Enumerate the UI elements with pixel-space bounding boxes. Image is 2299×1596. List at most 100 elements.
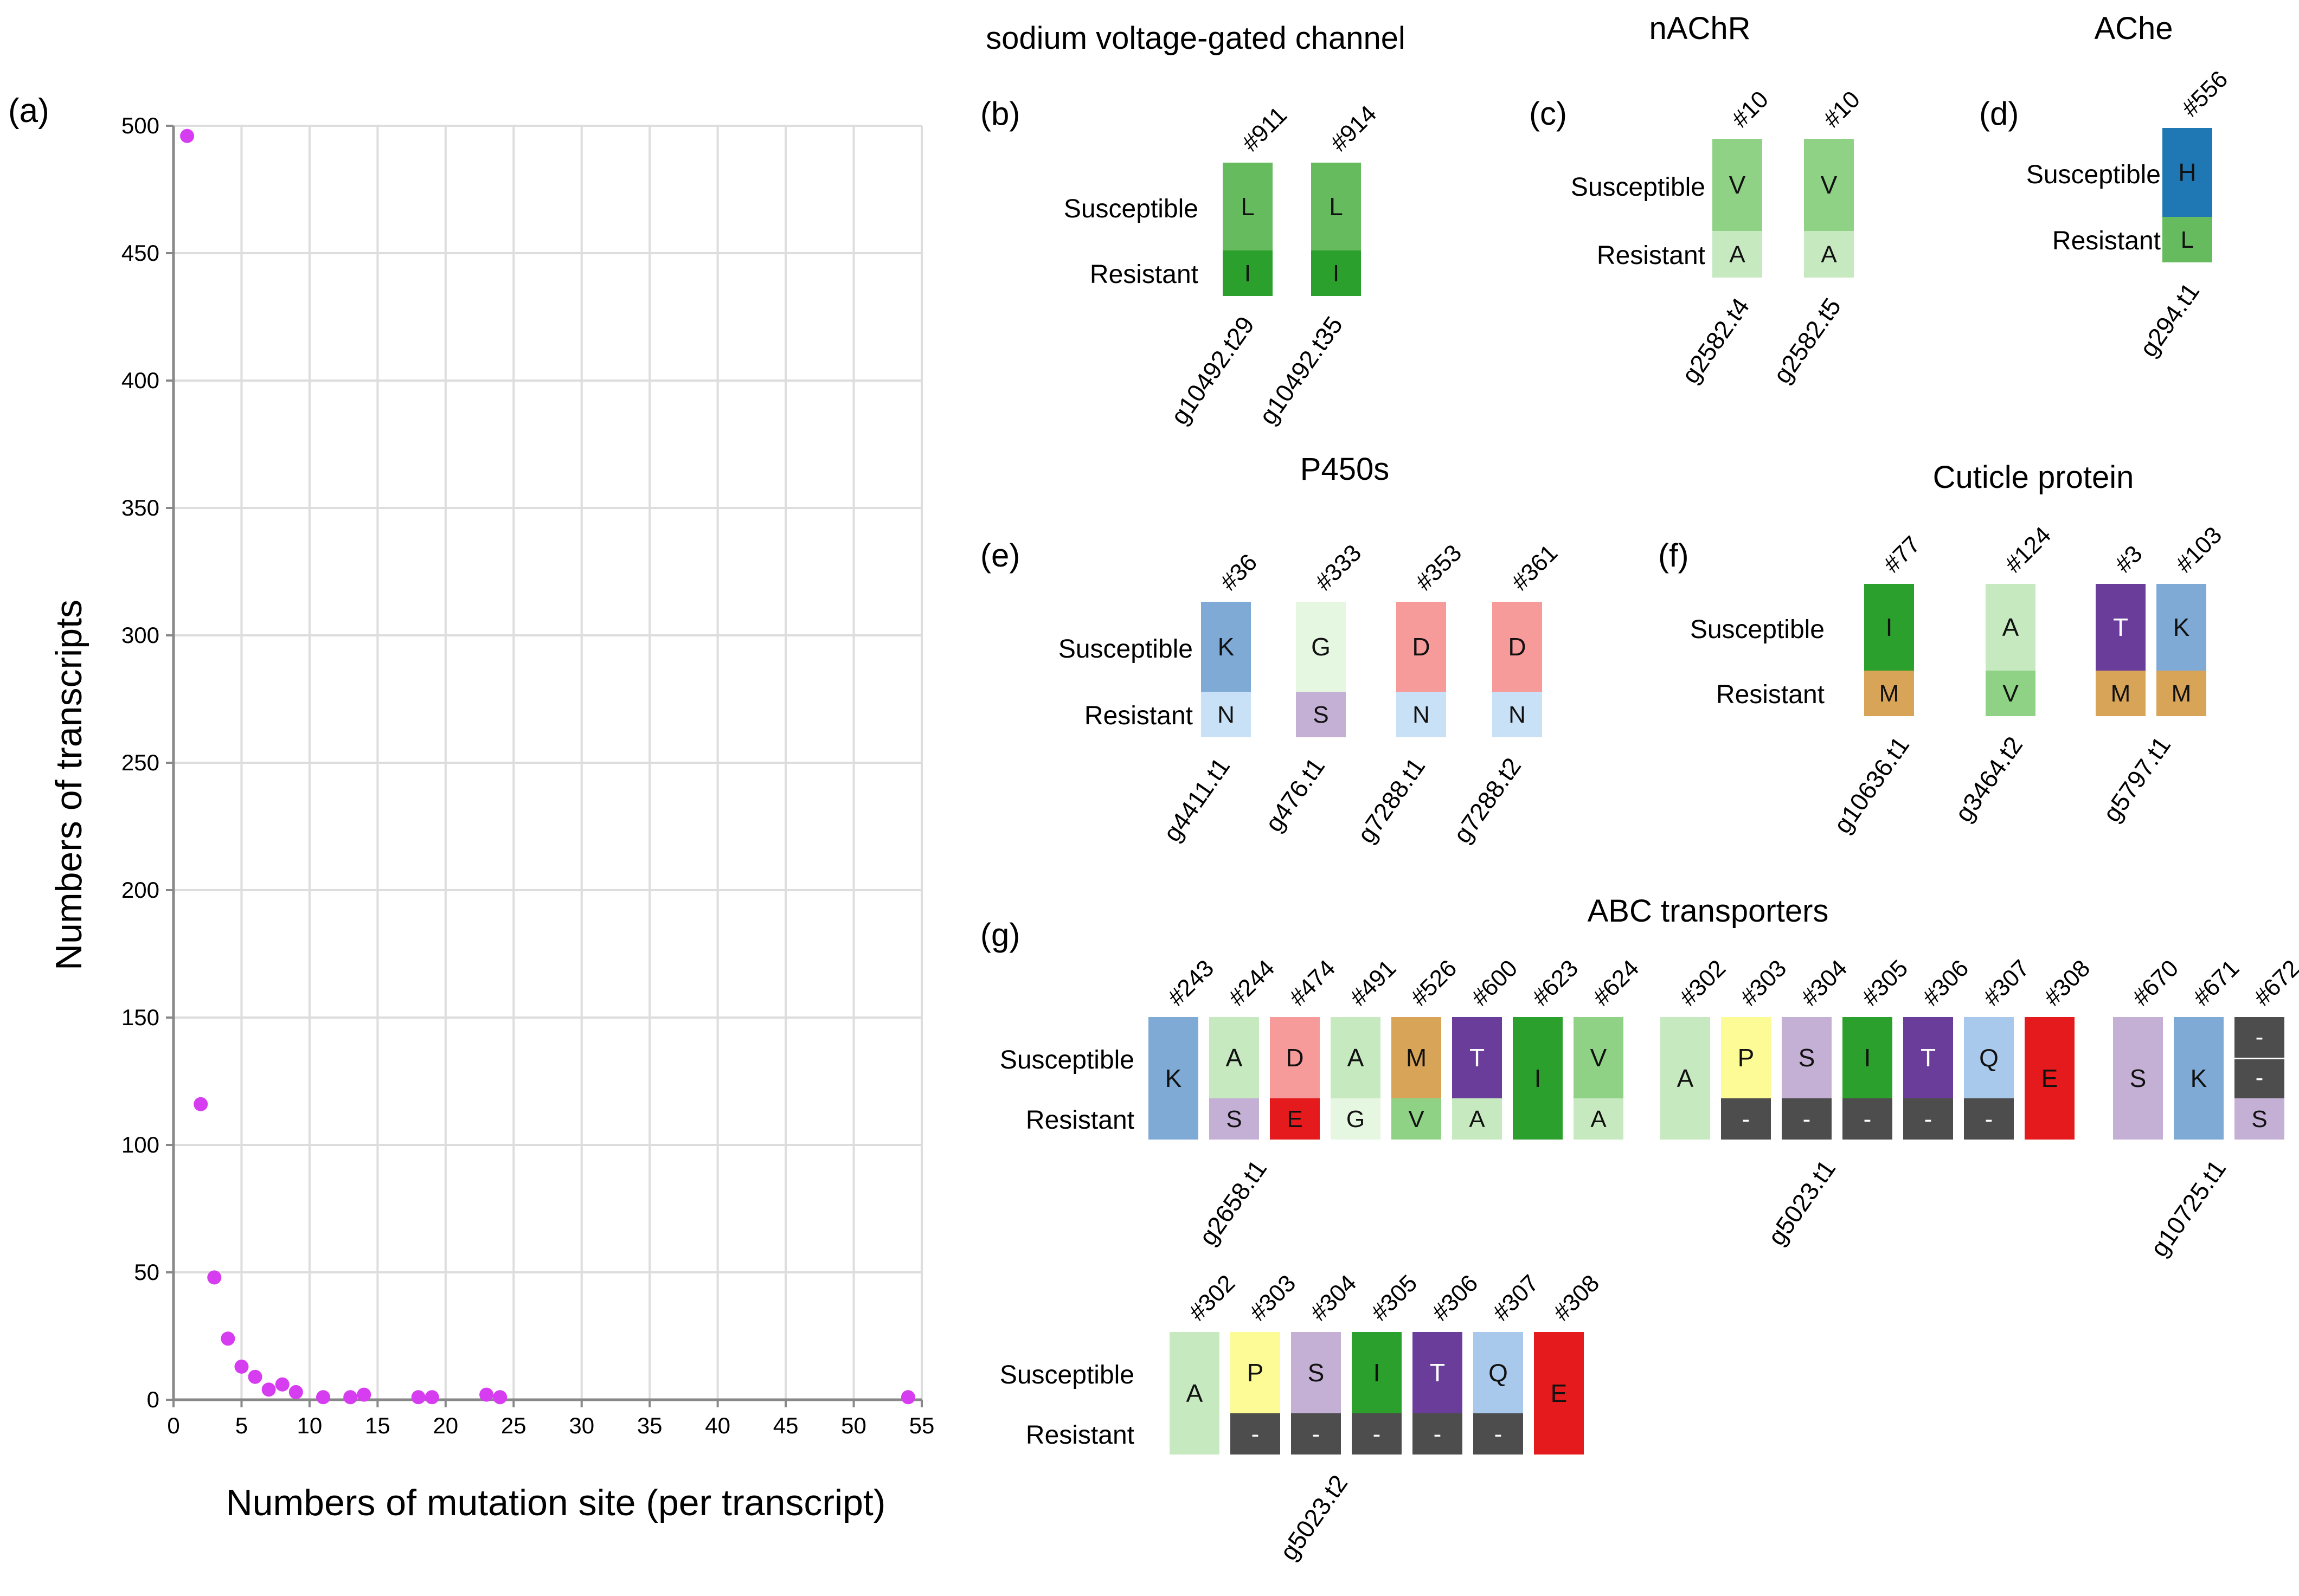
susceptible-cell (1712, 139, 1762, 231)
x-tick-label: 30 (569, 1413, 594, 1438)
resistant-residue: E (1287, 1106, 1302, 1132)
susceptible-residue: D (1412, 633, 1430, 661)
susceptible-residue: M (1406, 1044, 1427, 1072)
resistant-cell (2234, 1098, 2284, 1140)
y-axis-label: Numbers of transcripts (48, 600, 89, 970)
susceptible-residue: A (1186, 1379, 1203, 1407)
panel-title-d: AChe (2094, 11, 2173, 46)
susceptible-residue: L (1241, 192, 1255, 221)
susceptible-residue: S (1308, 1359, 1325, 1387)
transcript-label: g10636.t1 (1828, 731, 1915, 838)
x-tick-label: 25 (501, 1413, 526, 1438)
susceptible-label: Susceptible (1064, 195, 1198, 223)
data-point (261, 1382, 276, 1397)
x-tick-label: 20 (433, 1413, 458, 1438)
susceptible-residue: T (1430, 1359, 1445, 1387)
susceptible-residue: K (2191, 1064, 2207, 1092)
position-label: #361 (1506, 539, 1563, 596)
susceptible-cell (1396, 602, 1446, 692)
resistant-cell (2096, 671, 2146, 716)
susceptible-residue: V (1729, 171, 1746, 199)
x-tick-label: 10 (297, 1413, 323, 1438)
susceptible-cell (1513, 1017, 1563, 1140)
position-label: #623 (1527, 955, 1583, 1011)
resistant-residue: S (2251, 1106, 2267, 1132)
resistant-cell (2156, 671, 2206, 716)
transcript-label: g5797.t1 (2097, 731, 2176, 827)
resistant-residue: - (1985, 1106, 1993, 1132)
susceptible-label: Susceptible (1058, 635, 1193, 664)
resistant-residue: N (1412, 702, 1430, 728)
susceptible-cell (1721, 1017, 1771, 1098)
position-label: #308 (2039, 955, 2095, 1011)
position-label: #600 (1466, 955, 1523, 1011)
y-tick-label: 300 (121, 622, 159, 648)
panel-title-b: sodium voltage-gated channel (986, 21, 1405, 56)
resistant-residue: - (1864, 1106, 1872, 1132)
susceptible-cell (2113, 1017, 2163, 1140)
susceptible-cell (1391, 1017, 1441, 1098)
susceptible-residue: T (2113, 613, 2128, 641)
y-tick-label: 200 (121, 877, 159, 903)
susceptible-residue: H (2178, 158, 2196, 186)
resistant-residue: - (1312, 1421, 1320, 1447)
resistant-residue: - (1251, 1421, 1260, 1447)
position-label: #306 (1427, 1270, 1483, 1326)
resistant-label: Resistant (1026, 1106, 1134, 1135)
susceptible-cell (1209, 1017, 1259, 1098)
position-label: #670 (2127, 955, 2184, 1011)
susceptible-cell (1311, 163, 1361, 250)
transcript-label: g3464.t2 (1949, 731, 2028, 827)
resistant-residue: M (2172, 680, 2192, 707)
y-tick-label: 50 (134, 1259, 159, 1285)
resistant-cell (1230, 1413, 1280, 1455)
resistant-cell (1396, 692, 1446, 737)
resistant-residue: S (1226, 1106, 1242, 1132)
susceptible-cell (1291, 1332, 1341, 1413)
position-label: #36 (1215, 549, 1262, 596)
susceptible-cell (1903, 1017, 1953, 1098)
susceptible-label: Susceptible (1571, 173, 1705, 202)
panel-title-e: P450s (1300, 452, 1389, 487)
susceptible-cell (1170, 1332, 1219, 1455)
resistant-residue: - (1373, 1421, 1381, 1447)
susceptible-residue: - (2256, 1065, 2264, 1091)
data-point (316, 1390, 330, 1405)
susceptible-residue: E (2041, 1064, 2058, 1092)
susceptible-cell (2096, 584, 2146, 671)
susceptible-residue: A (1677, 1064, 1694, 1092)
resistant-residue: A (1590, 1106, 1607, 1132)
resistant-cell (1964, 1098, 2014, 1140)
resistant-residue: S (1313, 702, 1328, 728)
susceptible-residue: P (1247, 1359, 1264, 1387)
susceptible-cell (2162, 128, 2212, 217)
susceptible-cell (1230, 1332, 1280, 1413)
transcript-label: g4411.t1 (1158, 752, 1235, 847)
x-tick-label: 15 (365, 1413, 390, 1438)
resistant-label: Resistant (1026, 1421, 1134, 1450)
position-label: #333 (1310, 539, 1366, 596)
resistant-label: Resistant (1597, 241, 1705, 270)
resistant-cell (1721, 1098, 1771, 1140)
data-point (194, 1097, 208, 1111)
resistant-cell (1352, 1413, 1402, 1455)
susceptible-cell (1964, 1017, 2014, 1098)
resistant-residue: - (1803, 1106, 1811, 1132)
susceptible-label: Susceptible (1000, 1361, 1134, 1389)
position-label: #304 (1305, 1270, 1362, 1326)
resistant-cell (1331, 1098, 1380, 1140)
data-point (901, 1390, 915, 1405)
panel-label-f: (f) (1658, 537, 1689, 574)
panel-label-d: (d) (1979, 95, 2019, 132)
resistant-cell (1391, 1098, 1441, 1140)
susceptible-cell (1864, 584, 1914, 671)
susceptible-residue: I (1373, 1359, 1380, 1387)
resistant-cell (1223, 250, 1273, 296)
position-label: #911 (1237, 102, 1292, 157)
y-tick-label: 450 (121, 240, 159, 266)
susceptible-residue: K (1165, 1064, 1182, 1092)
susceptible-cell (1574, 1017, 1623, 1098)
susceptible-cell (2174, 1017, 2224, 1140)
transcript-label: g10492.t35 (1254, 311, 1348, 429)
